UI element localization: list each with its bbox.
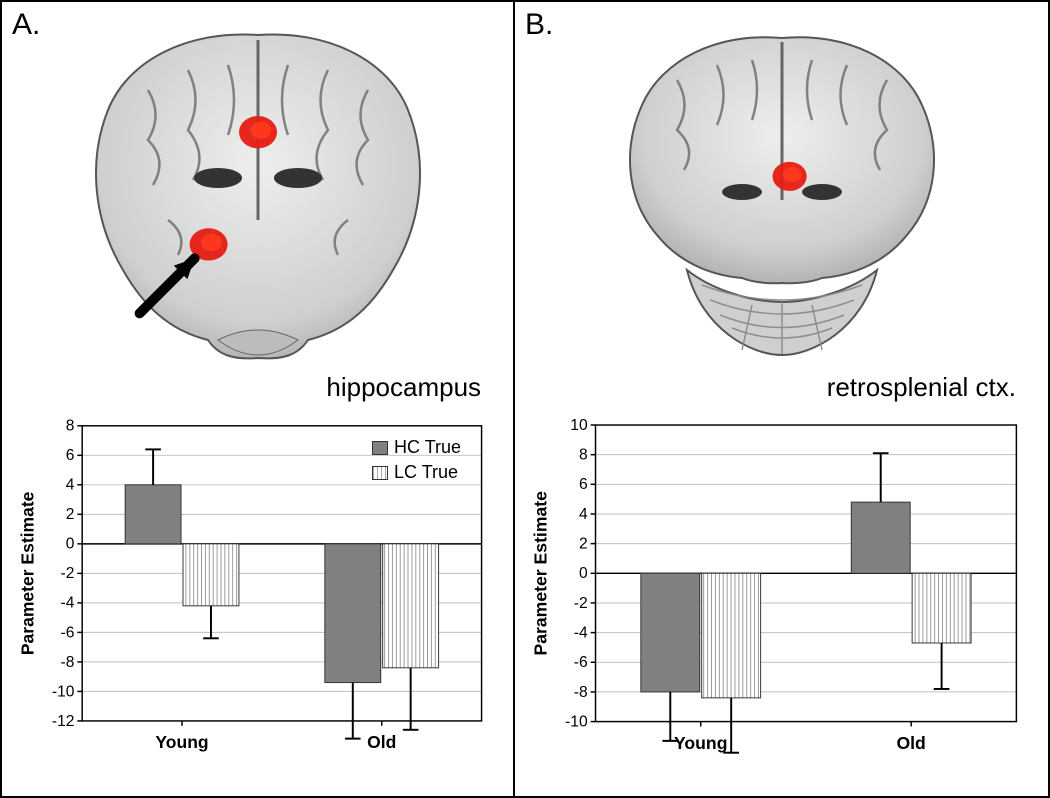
panel-a: A. <box>2 2 515 796</box>
svg-text:-10: -10 <box>52 683 75 700</box>
svg-text:Young: Young <box>674 733 727 753</box>
panel-a-legend: HC True LC True <box>372 437 461 483</box>
svg-text:-8: -8 <box>574 684 588 701</box>
svg-text:4: 4 <box>66 477 75 494</box>
panel-a-chart-area: -12 -10 -8 -6 -4 -2 0 2 4 6 8 Parameter Estimate You… <box>14 407 501 767</box>
panel-b-chart-area: -10 -8 -6 -4 -2 0 2 4 6 8 10 Parameter Estimate Youn… <box>527 407 1036 767</box>
svg-text:-4: -4 <box>61 595 75 612</box>
legend-item-lc: LC True <box>372 462 461 483</box>
brain-coronal-b <box>592 20 972 360</box>
svg-text:-2: -2 <box>574 595 588 612</box>
svg-text:Young: Young <box>155 732 208 752</box>
legend-label-lc: LC True <box>394 462 458 483</box>
svg-text:2: 2 <box>66 506 75 523</box>
svg-text:6: 6 <box>66 447 75 464</box>
panel-b: B. <box>515 2 1048 796</box>
svg-text:-12: -12 <box>52 713 75 730</box>
svg-text:Old: Old <box>367 732 396 752</box>
panel-a-brain <box>14 10 501 370</box>
svg-text:-6: -6 <box>574 654 588 671</box>
panel-b-region-title: retrosplenial ctx. <box>527 372 1016 403</box>
svg-text:4: 4 <box>579 506 588 523</box>
activation-blobs-b <box>772 162 806 191</box>
legend-item-hc: HC True <box>372 437 461 458</box>
svg-text:-2: -2 <box>61 565 75 582</box>
panel-b-brain <box>527 10 1036 370</box>
svg-text:-10: -10 <box>565 713 588 730</box>
chart-g-b: -10 -8 -6 -4 -2 0 2 4 6 8 10 Parameter Estimate Youn… <box>531 417 1017 753</box>
svg-text:10: 10 <box>570 417 588 434</box>
svg-text:Parameter Estimate: Parameter Estimate <box>531 491 551 656</box>
figure-two-panel: A. <box>0 0 1050 798</box>
svg-text:0: 0 <box>579 565 588 582</box>
svg-text:Old: Old <box>897 733 926 753</box>
svg-text:-4: -4 <box>574 625 588 642</box>
svg-text:-8: -8 <box>61 654 75 671</box>
legend-swatch-solid <box>372 441 388 455</box>
svg-text:-6: -6 <box>61 624 75 641</box>
panel-b-chart: -10 -8 -6 -4 -2 0 2 4 6 8 10 Parameter Estimate Youn… <box>527 407 1036 767</box>
svg-text:0: 0 <box>66 536 75 553</box>
svg-text:8: 8 <box>66 418 75 435</box>
legend-swatch-pattern <box>372 466 388 480</box>
svg-text:6: 6 <box>579 476 588 493</box>
svg-text:2: 2 <box>579 536 588 553</box>
legend-label-hc: HC True <box>394 437 461 458</box>
svg-text:Parameter Estimate: Parameter Estimate <box>17 491 37 655</box>
svg-text:8: 8 <box>579 447 588 464</box>
panel-a-region-title: hippocampus <box>14 372 481 403</box>
brain-coronal-a <box>68 20 448 360</box>
